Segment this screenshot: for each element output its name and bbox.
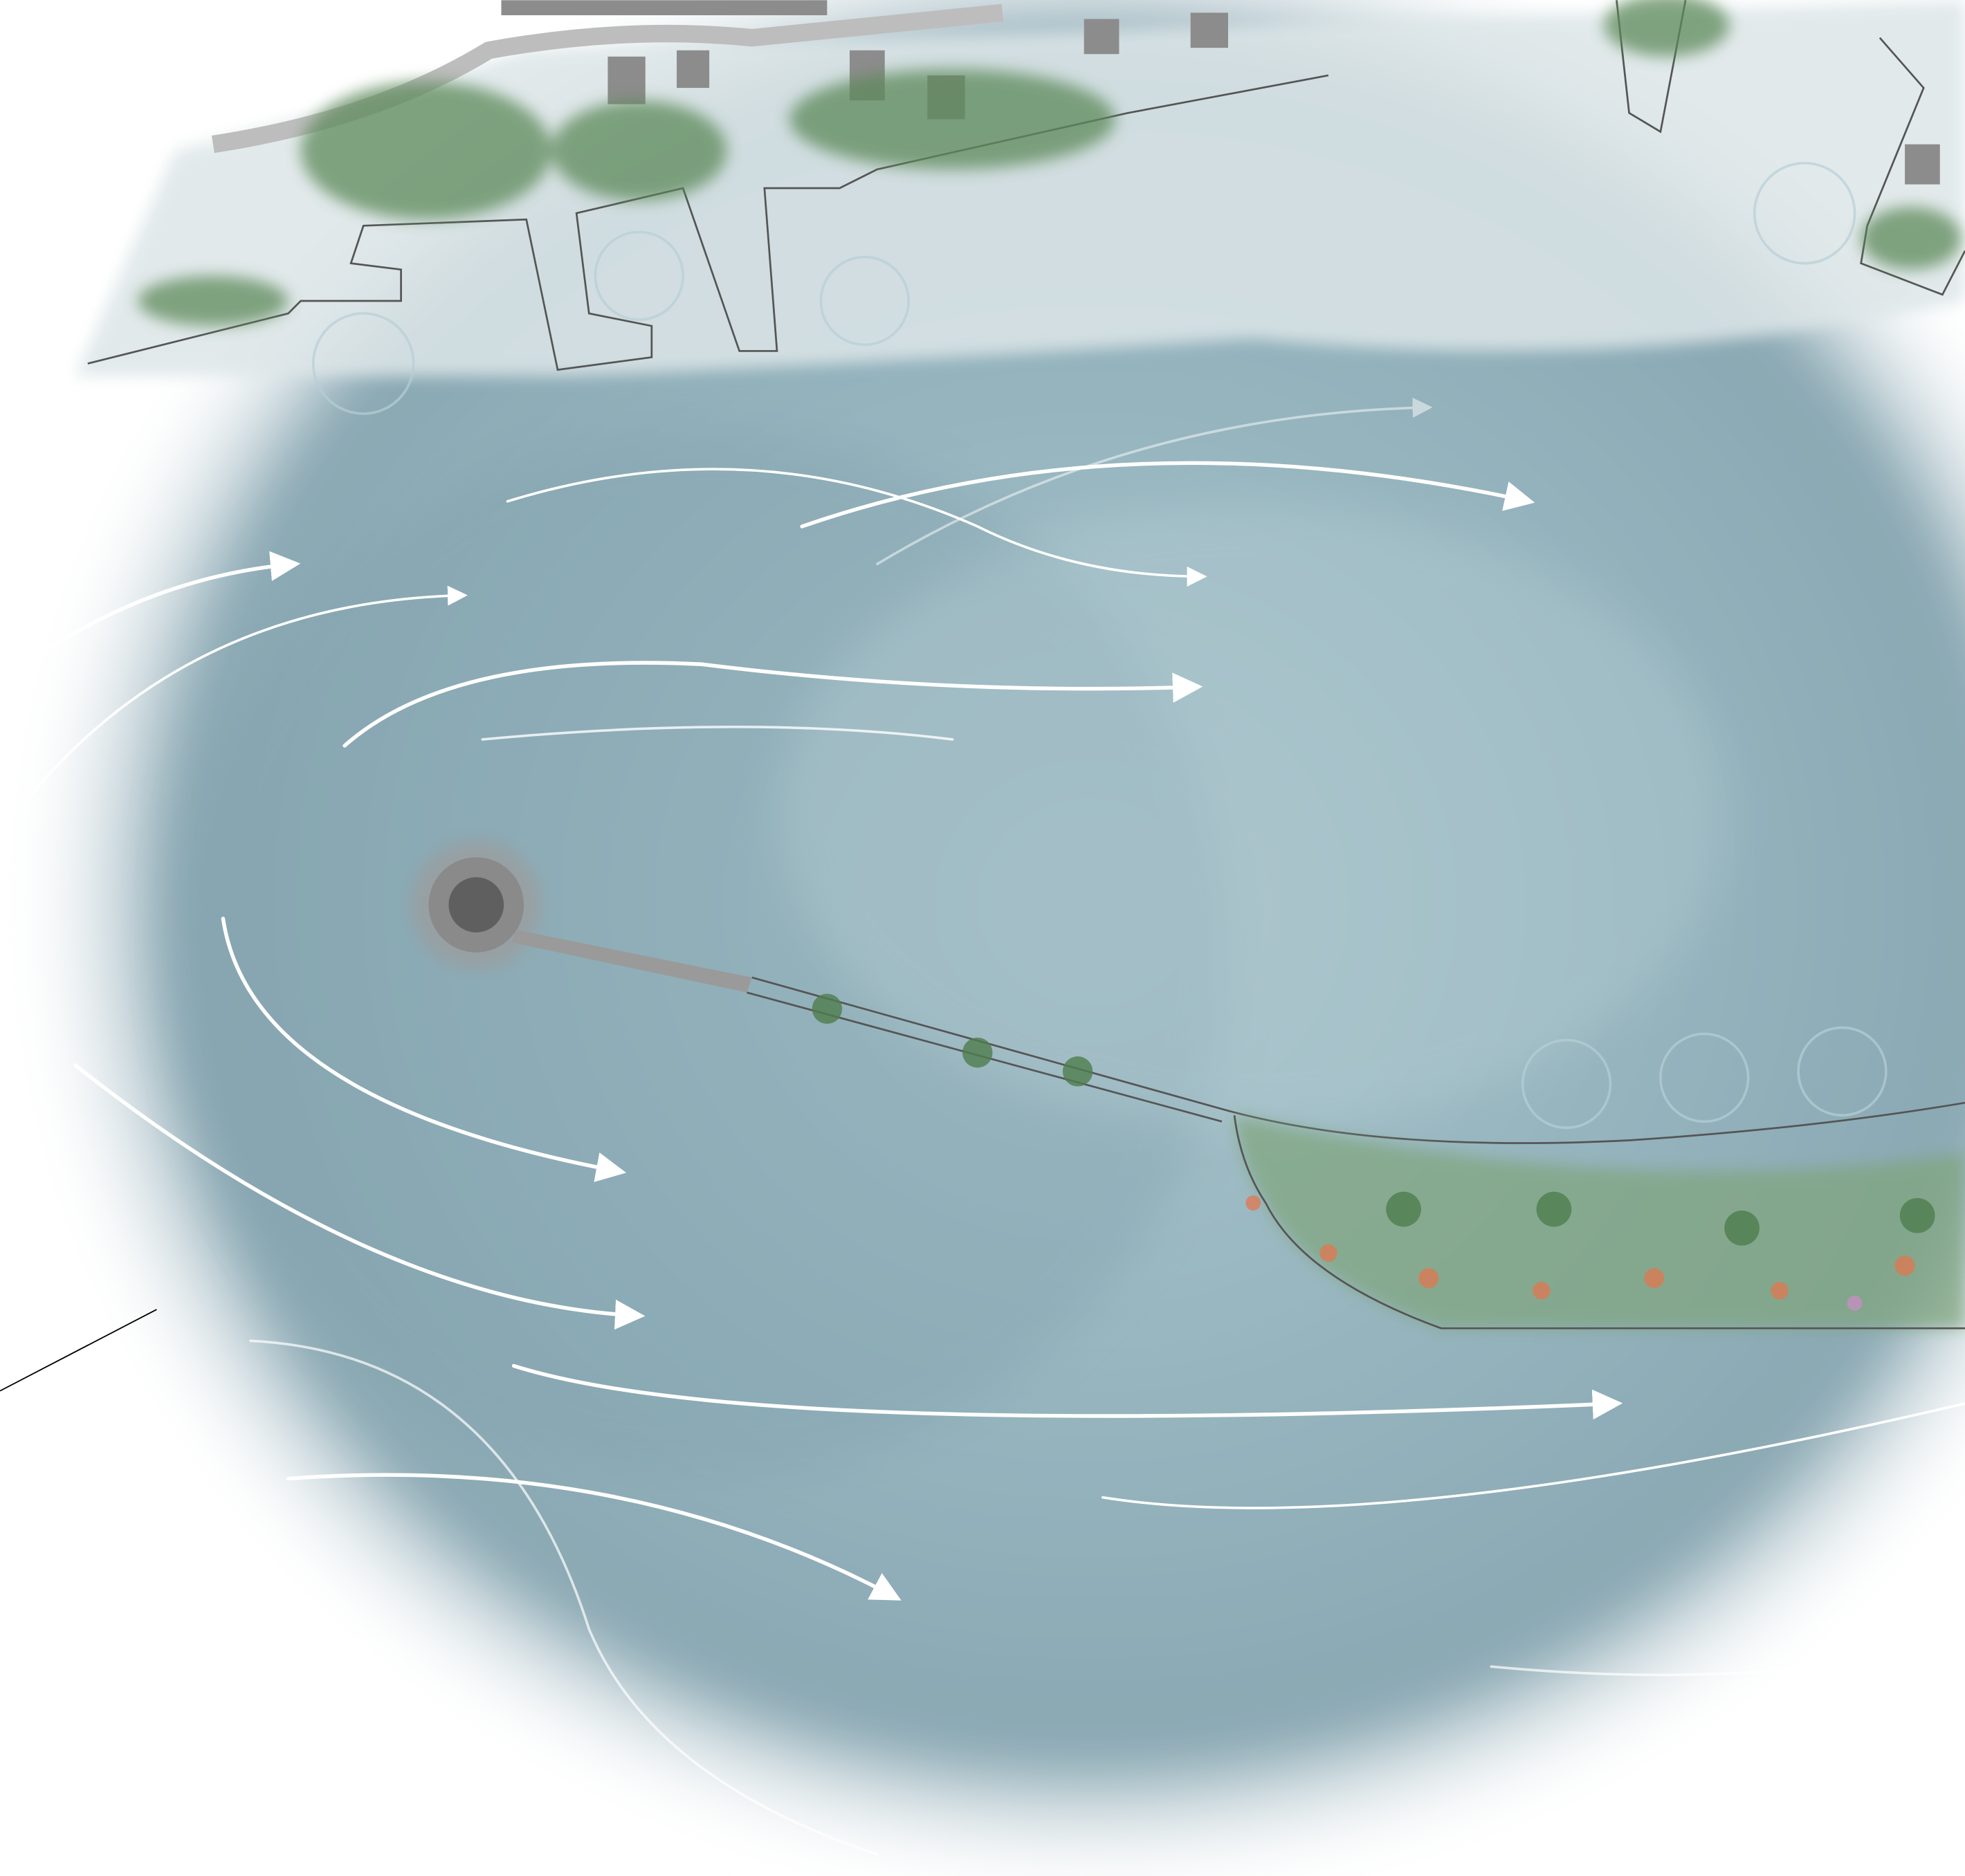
pier-center	[448, 877, 504, 932]
tree-canopy	[311, 312, 415, 415]
flower	[1319, 1244, 1337, 1262]
tree-canopy	[1659, 1032, 1750, 1123]
current-arrow	[221, 917, 627, 1182]
current-arrow	[286, 1473, 902, 1601]
tree-cluster	[1861, 207, 1962, 270]
tree	[1062, 1056, 1093, 1087]
flowers	[1245, 1195, 1915, 1311]
current-line	[249, 1339, 879, 1856]
tree	[962, 1037, 993, 1068]
current-arrow	[342, 661, 1203, 748]
trees-north	[138, 0, 1962, 327]
current-arrow	[23, 551, 301, 666]
tree	[1536, 1191, 1572, 1227]
flower	[1894, 1256, 1915, 1276]
building-row	[501, 0, 828, 16]
current-line	[1102, 1402, 1965, 1509]
current-arrow	[506, 468, 1207, 587]
current-arrow	[24, 585, 468, 804]
flower	[1644, 1268, 1665, 1289]
current-arrows	[23, 397, 1965, 1856]
shore-land	[75, 0, 1965, 376]
tree-cluster	[138, 275, 289, 327]
flower	[1533, 1282, 1551, 1300]
building	[677, 50, 710, 89]
flower	[1771, 1282, 1789, 1300]
current-line	[1490, 1640, 1965, 1677]
flower	[1418, 1268, 1439, 1289]
shore-trees-outline	[311, 161, 1888, 1130]
current-arrow	[511, 1363, 1623, 1420]
tree	[1386, 1191, 1421, 1227]
shoreline	[87, 74, 1329, 371]
tree-canopy	[1521, 1038, 1612, 1130]
building	[1190, 12, 1228, 48]
tree	[1724, 1210, 1760, 1246]
current-arrow	[73, 1063, 646, 1330]
flower	[1847, 1296, 1863, 1311]
tree-cluster	[789, 68, 1115, 169]
tree-canopy	[594, 230, 684, 321]
building	[607, 56, 646, 104]
leader-line	[0, 1309, 157, 1392]
flower	[1245, 1195, 1261, 1211]
current-line	[481, 726, 954, 741]
trees-promenade	[812, 993, 1935, 1246]
tree-canopy	[1797, 1026, 1888, 1117]
tree-cluster	[300, 82, 551, 220]
tree	[812, 993, 843, 1024]
tree-canopy	[1753, 161, 1856, 265]
current-arrow	[876, 397, 1433, 566]
vegetation-strip	[1234, 1115, 1965, 1329]
building	[1084, 19, 1119, 55]
vegetation-edge	[1233, 1115, 1965, 1330]
pier-walk	[511, 930, 752, 993]
tree	[1899, 1197, 1935, 1233]
current-arrow	[800, 461, 1535, 528]
tree-cluster	[551, 100, 727, 201]
building	[1905, 144, 1940, 185]
water-light	[776, 501, 1730, 1128]
tree-cluster	[1604, 0, 1730, 57]
tree-canopy	[819, 255, 910, 347]
